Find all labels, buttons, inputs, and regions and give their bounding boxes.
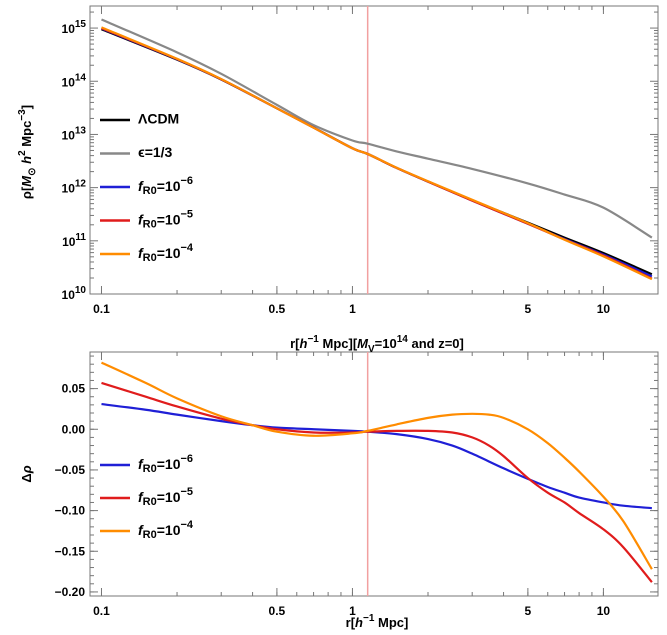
x-tick-label: 1	[349, 604, 356, 618]
y-tick-label: −0.10	[55, 504, 86, 518]
density-panel: 0.1 0.5 1 5 10101010111012101310141015ΛCDMϵ=…	[62, 5, 659, 316]
y-tick-label: 1011	[62, 232, 86, 249]
x-tick-label: 5	[525, 604, 532, 618]
legend-label: fR0=10−5	[138, 208, 193, 230]
legend-label: fR0=10−4	[138, 242, 194, 264]
x-tick-label: 0.5	[269, 302, 286, 316]
svg-text:ρ[M⊙ h2 Mpc−3]: ρ[M⊙ h2 Mpc−3]	[17, 105, 38, 199]
series-line-2	[101, 361, 653, 570]
y-tick-label: −0.15	[55, 544, 86, 558]
x-tick-label: 0.1	[93, 302, 110, 316]
legend: ΛCDM ϵ=1/3 fR0=10−6 fR0=10−5 fR0=10−4	[100, 111, 194, 264]
series-line-4	[101, 26, 653, 281]
legend-label: fR0=10−5	[138, 486, 193, 508]
x-tick-label: 5	[525, 302, 532, 316]
x-tick-label: 1	[349, 302, 356, 316]
series-line-0	[101, 402, 652, 510]
series-line-1	[101, 381, 653, 583]
x-axis-label-residual: r[h−1 Mpc]	[346, 613, 409, 630]
y-tick-label: 1012	[62, 179, 87, 196]
y-tick-label: −0.05	[55, 463, 86, 477]
y-tick-label: 1010	[62, 285, 87, 302]
x-tick-label: 0.5	[269, 604, 286, 618]
series-line-1	[101, 18, 653, 239]
legend-label: fR0=10−6	[138, 175, 193, 197]
x-tick-label: 10	[597, 302, 611, 316]
y-tick-label: 1015	[62, 19, 87, 36]
residual-panel: 0.1 0.5 1 5 10 0.05 0.00 −0.05 −0.10 −0.15 −0.20 fR…	[55, 351, 659, 618]
legend-label: ΛCDM	[138, 111, 179, 127]
series-line-0	[101, 28, 653, 276]
y-axis-label: ρ[M⊙ h2 Mpc−3]	[17, 105, 38, 199]
y-tick-label: 1013	[62, 125, 87, 142]
y-tick-label: 1014	[62, 72, 87, 89]
plot-frame	[89, 351, 659, 597]
legend-label: fR0=10−6	[138, 453, 193, 475]
x-tick-label: 10	[597, 604, 611, 618]
svg-text:Δρ: Δρ	[19, 465, 34, 482]
y-tick-label: 0.00	[62, 422, 86, 436]
legend-label: ϵ=1/3	[138, 144, 173, 160]
legend-label: fR0=10−4	[138, 519, 194, 541]
legend: fR0=10−6 fR0=10−5 fR0=10−4	[100, 453, 194, 541]
y-tick-label: −0.20	[55, 585, 86, 599]
x-tick-label: 0.1	[93, 604, 110, 618]
y-axis-label-residual: Δρ	[19, 465, 34, 482]
x-axis-label: r[h−1 Mpc][MV=1014 and z=0]	[290, 334, 464, 355]
y-tick-label: 0.05	[62, 382, 86, 396]
